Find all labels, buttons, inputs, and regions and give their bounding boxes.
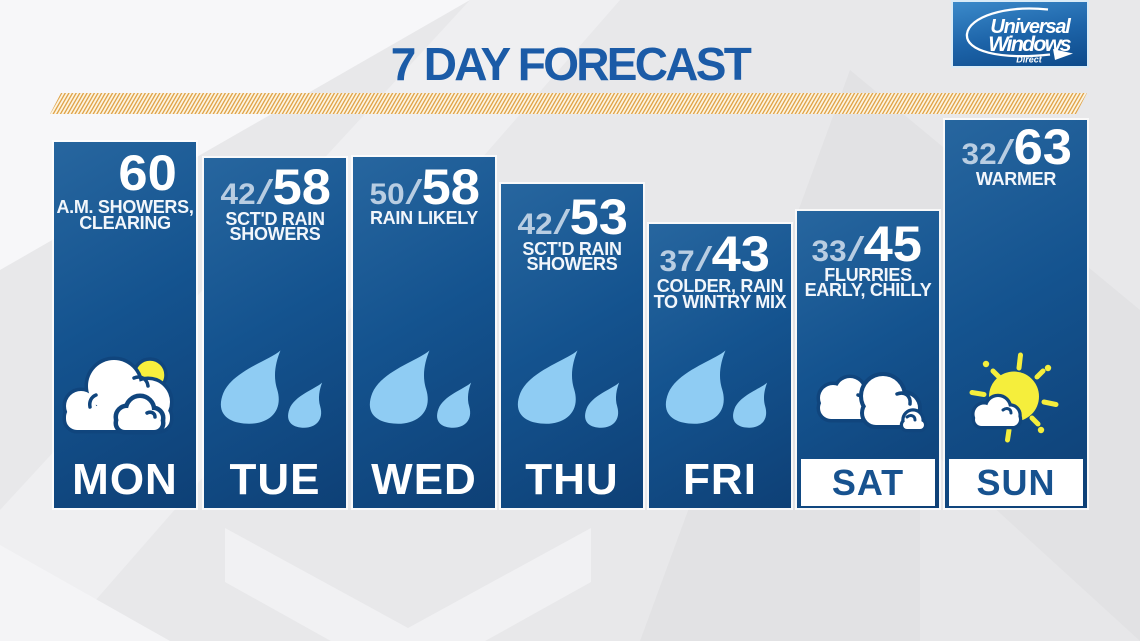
svg-text:Universal: Universal bbox=[990, 16, 1071, 38]
svg-text:Windows: Windows bbox=[988, 32, 1071, 56]
svg-text:Direct: Direct bbox=[1016, 55, 1043, 65]
